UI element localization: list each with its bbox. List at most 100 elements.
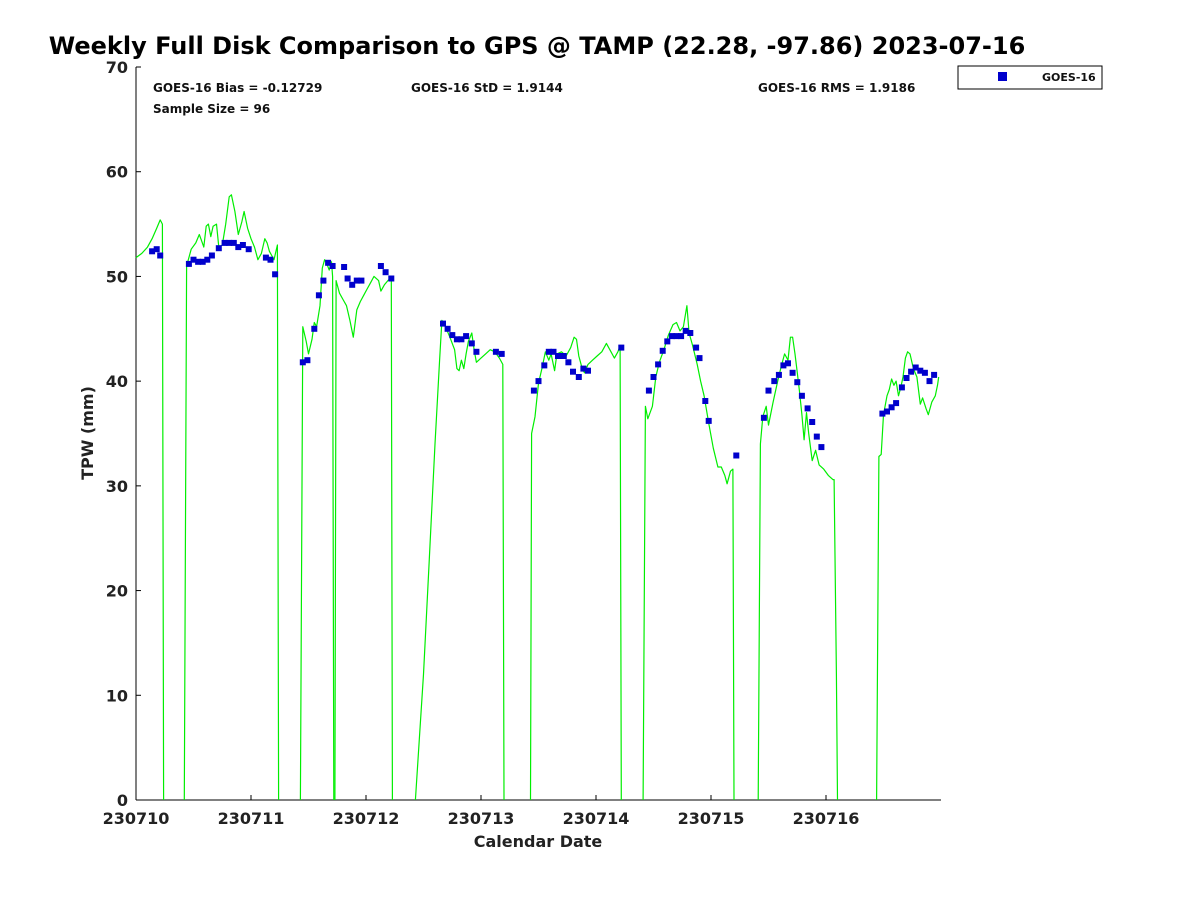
goes16-point <box>765 387 772 394</box>
goes16-point <box>230 239 237 246</box>
goes16-point <box>215 245 222 252</box>
goes16-point <box>804 405 811 412</box>
goes16-point <box>199 258 206 265</box>
goes16-point <box>377 263 384 269</box>
goes16-point <box>195 258 202 265</box>
goes16-point <box>678 333 685 340</box>
goes16-point <box>468 340 475 347</box>
gps-line-segment <box>414 319 505 801</box>
y-tick-label: 50 <box>106 267 128 286</box>
x-tick-label: 230716 <box>793 809 860 828</box>
sample-size-stat: Sample Size = 96 <box>153 102 270 116</box>
goes16-point <box>555 353 561 359</box>
goes16-point <box>344 275 351 282</box>
goes16-point <box>780 362 787 369</box>
goes16-point <box>733 452 740 459</box>
goes16-point <box>262 254 269 261</box>
goes16-point <box>618 344 625 351</box>
goes16-point <box>659 347 666 354</box>
legend-marker <box>998 72 1007 81</box>
goes16-point <box>498 350 505 357</box>
goes16-point <box>353 277 360 284</box>
goes16-point <box>565 359 572 366</box>
bias-stat: GOES-16 Bias = -0.12729 <box>153 81 322 95</box>
x-axis-ticks: 230710 230711 230712 230713 230714 230715 2307… <box>103 795 860 828</box>
goes16-point <box>917 367 924 374</box>
goes16-point <box>304 357 311 364</box>
y-tick-label: 40 <box>106 372 128 391</box>
std-stat: GOES-16 StD = 1.9144 <box>411 81 563 95</box>
gps-line-segment <box>135 219 165 801</box>
goes16-point <box>702 398 709 404</box>
x-tick-label: 230714 <box>563 809 630 828</box>
y-tick-label: 10 <box>106 686 128 705</box>
goes16-point <box>358 277 365 284</box>
goes16-point <box>185 260 192 267</box>
goes16-point <box>655 361 662 368</box>
goes16-point <box>320 277 327 284</box>
goes16-point <box>760 414 767 421</box>
gps-line-segment <box>183 194 280 801</box>
legend-label: GOES-16 <box>1042 71 1096 84</box>
goes16-point <box>149 248 156 255</box>
goes16-point <box>153 246 160 253</box>
goes16-point <box>550 348 557 355</box>
rms-stat: GOES-16 RMS = 1.9186 <box>758 81 915 95</box>
goes16-point <box>575 374 582 380</box>
goes16-point <box>341 264 348 270</box>
goes16-point <box>682 327 689 334</box>
goes16-point <box>530 387 537 394</box>
legend: GOES-16 <box>957 65 1103 90</box>
goes16-point <box>645 387 652 394</box>
goes16-point <box>235 244 242 251</box>
plot-area <box>136 67 941 800</box>
goes16-point <box>585 367 591 374</box>
goes16-point <box>921 369 928 376</box>
gps-line-segment <box>529 336 622 801</box>
legend-box <box>957 65 1103 90</box>
goes16-point <box>912 364 919 371</box>
goes16-point <box>650 374 657 380</box>
goes16-point <box>664 338 671 345</box>
y-axis-label: TPW (mm) <box>78 386 97 480</box>
gps-line-segment <box>334 275 393 801</box>
goes16-point <box>325 259 332 266</box>
goes16-point <box>888 404 895 411</box>
goes16-point <box>226 239 233 246</box>
goes16-point <box>931 371 938 378</box>
x-tick-label: 230713 <box>448 809 515 828</box>
gps-line-segment <box>875 351 940 801</box>
goes16-point <box>190 256 197 263</box>
goes16-point <box>775 371 782 378</box>
goes16-point <box>349 281 356 288</box>
goes16-point <box>926 378 933 385</box>
goes16-point <box>245 246 252 253</box>
goes16-point <box>221 239 228 246</box>
y-tick-label: 30 <box>106 477 128 496</box>
goes16-point <box>535 378 542 385</box>
y-tick-label: 70 <box>106 58 128 77</box>
goes16-point <box>157 252 164 259</box>
goes16-point <box>818 444 825 451</box>
y-axis-ticks: 0 10 20 30 40 50 60 70 <box>106 58 141 810</box>
goes16-point <box>884 408 890 415</box>
goes16-point <box>458 336 465 343</box>
goes16-point <box>908 368 915 375</box>
goes16-point <box>580 365 587 372</box>
gps-line-series <box>135 194 940 801</box>
goes16-point <box>541 362 548 369</box>
goes16-point <box>239 242 246 248</box>
goes16-point <box>898 384 905 391</box>
goes16-point <box>299 359 306 366</box>
chart-title: Weekly Full Disk Comparison to GPS @ TAM… <box>49 32 1026 60</box>
x-tick-label: 230715 <box>678 809 745 828</box>
goes16-point <box>388 275 395 282</box>
goes16-point <box>696 355 703 362</box>
goes16-point <box>794 379 801 386</box>
goes16-point <box>879 410 886 417</box>
goes16-point <box>673 333 680 340</box>
y-tick-label: 20 <box>106 582 128 601</box>
y-tick-label: 0 <box>117 791 128 810</box>
goes16-point <box>771 378 778 385</box>
goes16-marker-series <box>149 239 938 459</box>
